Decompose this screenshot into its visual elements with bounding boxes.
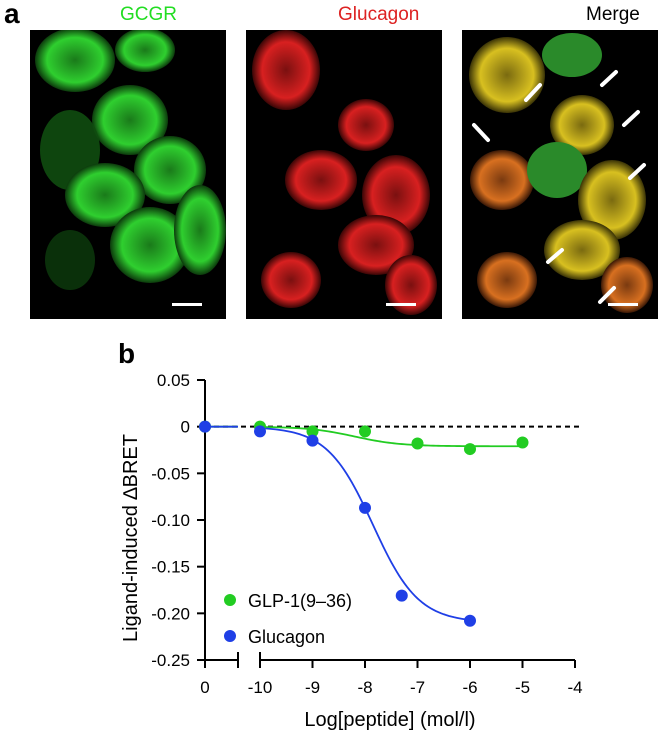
scale-bar <box>172 303 202 306</box>
data-point <box>306 425 319 438</box>
data-point <box>359 501 371 514</box>
glucagon-panel-title: Glucagon <box>338 4 420 25</box>
arrow-icon <box>622 110 640 127</box>
merge-micrograph <box>462 30 658 319</box>
y-tick-label: -0.20 <box>151 604 190 623</box>
x-tick-label: -4 <box>567 678 582 697</box>
data-point <box>464 614 476 627</box>
gcgr-micrograph <box>30 30 226 319</box>
data-point <box>395 589 408 602</box>
y-tick-label: -0.25 <box>151 651 190 670</box>
panel-b-letter: b <box>118 338 136 369</box>
x-tick-label: -5 <box>515 678 530 697</box>
data-point <box>359 425 371 438</box>
scale-bar <box>386 303 416 306</box>
x-axis-label: Log[peptide] (mol/l) <box>304 709 475 731</box>
y-axis-label: Ligand-induced ∆BRET <box>120 434 142 642</box>
y-tick-label: 0 <box>181 418 190 437</box>
data-point <box>411 437 424 450</box>
bret-chart: 0.05 0 -0.05 -0.10 -0.15 -0.20 -0.25 0 -10 -9 -8 -7… <box>120 371 583 731</box>
y-tick-label: -0.10 <box>151 511 190 530</box>
data-point <box>516 436 529 449</box>
scale-bar <box>608 303 638 306</box>
y-tick-label: 0.05 <box>157 371 190 390</box>
merge-panel-title: Merge <box>586 4 640 25</box>
arrow-icon <box>628 163 646 180</box>
y-tick-label: -0.05 <box>151 464 190 483</box>
legend-marker <box>224 630 236 642</box>
x-tick-label: -7 <box>410 678 425 697</box>
panel-a-letter: a <box>4 0 20 29</box>
arrow-icon <box>546 248 564 264</box>
fit-curve <box>259 426 523 448</box>
data-point <box>306 434 319 447</box>
data-point <box>464 443 476 456</box>
legend-marker <box>224 594 236 606</box>
legend-label: GLP-1(9–36) <box>248 591 352 611</box>
x-tick-label: 0 <box>200 678 209 697</box>
x-tick-label: -8 <box>357 678 372 697</box>
y-tick-label: -0.15 <box>151 558 190 577</box>
x-tick-label: -9 <box>305 678 320 697</box>
arrow-icon <box>600 70 618 87</box>
data-point <box>254 425 266 438</box>
gcgr-panel-title: GCGR <box>120 4 177 25</box>
glucagon-micrograph <box>246 30 442 319</box>
arrow-icon <box>524 83 542 102</box>
x-tick-label: -10 <box>248 678 273 697</box>
data-point <box>199 420 211 433</box>
arrow-icon <box>472 123 490 142</box>
x-tick-label: -6 <box>462 678 477 697</box>
arrow-icon <box>598 286 616 304</box>
legend-label: Glucagon <box>248 627 325 647</box>
